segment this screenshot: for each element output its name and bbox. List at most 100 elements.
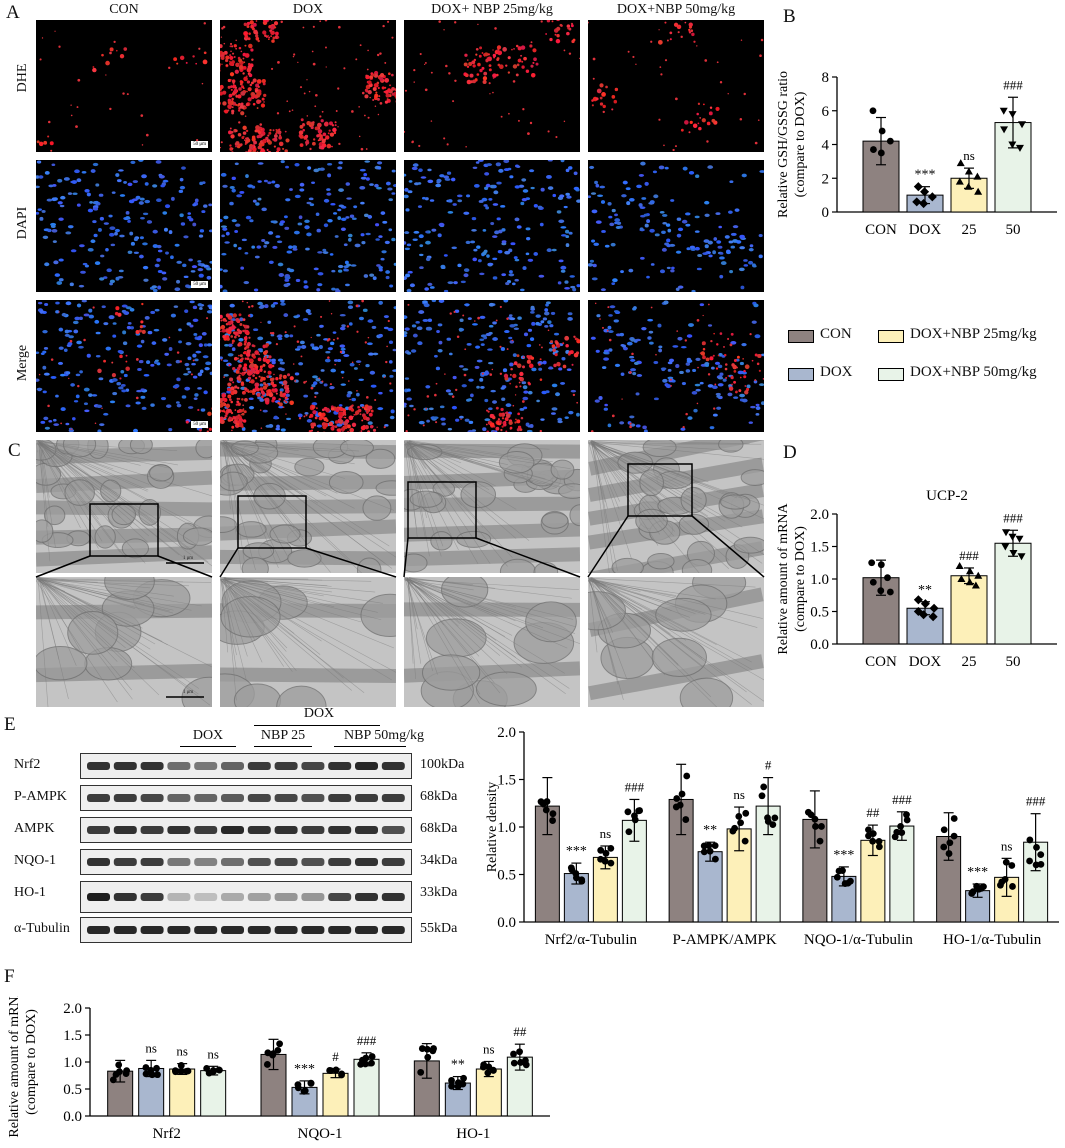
wb-kda-label: 34kDa: [420, 853, 458, 868]
legend-label-con: CON: [820, 326, 852, 342]
y-tick-label: 0.0: [497, 915, 516, 931]
wb-protein-label: NQO-1: [14, 853, 56, 868]
data-point: [448, 1077, 455, 1084]
x-tick-label: DOX: [909, 222, 942, 238]
data-point: [705, 842, 713, 849]
data-point: [368, 1053, 376, 1060]
data-point: [1008, 141, 1017, 149]
data-point: [998, 878, 1006, 886]
x-tick-label: NQO-1: [298, 1126, 343, 1142]
data-point: [875, 837, 883, 845]
significance-label: ###: [892, 792, 912, 807]
data-point: [920, 599, 930, 609]
significance-label: ***: [833, 848, 854, 863]
data-point: [758, 792, 766, 800]
y-tick-label: 4: [822, 138, 830, 154]
y-axis-label: Relative density: [485, 782, 500, 873]
data-point: [332, 1066, 340, 1074]
significance-label: ***: [566, 844, 587, 859]
data-point: [540, 800, 547, 808]
data-point: [209, 1067, 217, 1074]
data-point: [839, 867, 846, 875]
legend-label-dox: DOX: [820, 364, 853, 380]
data-point: [973, 172, 982, 180]
legend-swatch-nbp50: [878, 368, 904, 381]
micrograph-dhe-con: 50 μm: [36, 20, 212, 152]
data-point: [625, 828, 633, 836]
data-point: [1026, 857, 1033, 865]
data-point: [869, 837, 877, 845]
data-point: [833, 873, 841, 881]
data-point: [424, 1053, 432, 1061]
data-point: [999, 107, 1008, 115]
wb-blot-strip: [80, 917, 412, 943]
data-point: [955, 177, 964, 185]
data-point: [1001, 529, 1010, 537]
legend-swatch-con: [788, 330, 814, 343]
significance-label: ns: [963, 148, 975, 163]
y-axis-label: (compare to DOX): [793, 526, 808, 632]
data-point: [913, 182, 923, 192]
data-point: [964, 182, 973, 190]
data-point: [878, 127, 886, 135]
data-point: [549, 810, 557, 818]
data-point: [804, 808, 812, 816]
data-point: [903, 811, 910, 819]
data-point: [955, 562, 964, 569]
x-tick-label: 50: [1006, 222, 1021, 238]
data-point: [940, 826, 948, 834]
data-point: [460, 1074, 467, 1082]
data-point: [109, 1076, 117, 1084]
data-point: [264, 1049, 272, 1057]
y-tick-label: 2.0: [63, 1001, 82, 1017]
wb-group-line-nbp50: [334, 746, 406, 747]
significance-label: ###: [1026, 794, 1046, 809]
data-point: [965, 578, 974, 586]
wb-kda-label: 68kDa: [420, 821, 458, 836]
significance-label: **: [918, 583, 932, 598]
x-tick-label: 50: [1006, 654, 1021, 670]
micrograph-dapi-dox: [220, 160, 396, 292]
data-point: [964, 167, 973, 175]
data-point: [631, 816, 639, 824]
data-point: [215, 1066, 223, 1074]
data-point: [869, 830, 877, 838]
tem-scale-label: 1 μm: [183, 556, 193, 561]
micrograph-merge-nbp25: [404, 300, 580, 432]
bar: [950, 575, 988, 645]
data-point: [735, 812, 743, 820]
y-tick-label: 0.5: [63, 1082, 82, 1098]
data-point: [417, 1068, 425, 1076]
wb-group-dox: DOX: [192, 728, 224, 743]
data-point: [142, 1070, 150, 1078]
data-point: [945, 850, 953, 857]
y-tick-label: 1.5: [63, 1028, 82, 1044]
significance-label: ns: [207, 1046, 219, 1061]
tem-scale-label: 1 μm: [183, 690, 193, 695]
data-point: [171, 1067, 179, 1075]
micrograph-dapi-con: 50 μm: [36, 160, 212, 292]
x-tick-label: Nrf2: [153, 1126, 181, 1142]
data-point: [811, 815, 819, 823]
x-tick-label: 25: [962, 222, 977, 238]
y-tick-label: 2.0: [497, 725, 516, 741]
data-point: [423, 1045, 431, 1053]
data-point: [1000, 126, 1009, 134]
data-point: [886, 588, 894, 596]
data-point: [1017, 553, 1026, 561]
data-point: [607, 859, 615, 867]
x-tick-label: 25: [962, 654, 977, 670]
col-label-nbp50: DOX+NBP 50mg/kg: [616, 2, 736, 17]
y-tick-label: 1.0: [63, 1055, 82, 1071]
y-tick-label: 1.0: [497, 820, 516, 836]
significance-label: ###: [625, 779, 645, 794]
data-point: [869, 578, 877, 586]
y-axis-label: (compare to DOX): [793, 91, 808, 197]
data-point: [1037, 851, 1045, 859]
chart-f-mrna: 0.0 0.5 1.0 1.5 2.0 Relative amount of mRNA (c…: [7, 996, 550, 1142]
row-label-merge: Merge: [15, 344, 30, 382]
data-point: [1001, 543, 1010, 551]
micrograph-merge-dox: [220, 300, 396, 432]
data-point: [300, 1087, 308, 1095]
